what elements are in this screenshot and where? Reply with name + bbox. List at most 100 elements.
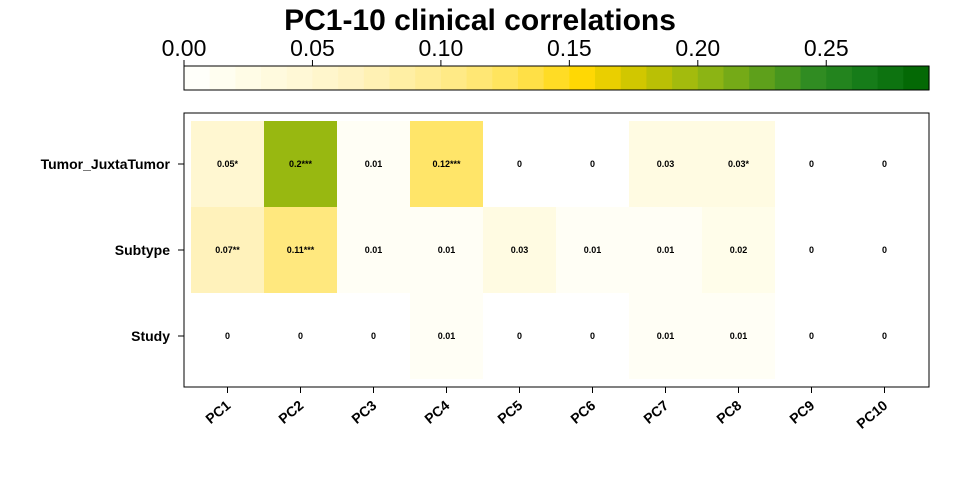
- cell-value-label: 0.02: [730, 245, 748, 255]
- colorbar-segment: [184, 66, 211, 90]
- colorbar-segment: [261, 66, 288, 90]
- colorbar-segment: [338, 66, 365, 90]
- heatmap-cell: [264, 207, 337, 293]
- colorbar-tick-label: 0.25: [804, 35, 849, 61]
- colorbar-tick-label: 0.10: [419, 35, 464, 61]
- cell-value-label: 0.01: [365, 159, 383, 169]
- cell-value-label: 0: [882, 331, 887, 341]
- heatmap-cell: [191, 121, 264, 207]
- cell-value-label: 0.03*: [728, 159, 750, 169]
- colorbar-tick-label: 0.05: [290, 35, 335, 61]
- cell-value-label: 0.01: [657, 331, 675, 341]
- colorbar-segment: [595, 66, 622, 90]
- cell-value-label: 0: [809, 159, 814, 169]
- cell-value-label: 0: [225, 331, 230, 341]
- heatmap-cell: [337, 207, 410, 293]
- colorbar-segment: [415, 66, 442, 90]
- colorbar: 0.00 0.05 0.10 0.15 0.20 0.25: [162, 35, 930, 91]
- colorbar-segment: [826, 66, 853, 90]
- cell-value-label: 0: [809, 331, 814, 341]
- colorbar-segment: [903, 66, 930, 90]
- cell-value-label: 0.12***: [432, 159, 461, 169]
- colorbar-segment: [646, 66, 673, 90]
- colorbar-segment: [774, 66, 802, 90]
- heatmap-cell: [629, 207, 702, 293]
- column-label: PC7: [640, 397, 671, 427]
- cell-value-label: 0.11***: [287, 245, 315, 255]
- colorbar-segment: [492, 66, 519, 90]
- heatmap-cell: [191, 207, 264, 293]
- heatmap-cell: [629, 121, 702, 207]
- cell-value-label: 0.2***: [289, 159, 313, 169]
- heatmap-cell: [264, 121, 337, 207]
- column-label: PC5: [494, 397, 525, 427]
- cell-value-label: 0: [517, 331, 522, 341]
- column-label: PC9: [786, 397, 817, 427]
- colorbar-segment: [389, 66, 416, 90]
- colorbar-segment: [312, 66, 339, 90]
- cell-value-label: 0: [517, 159, 522, 169]
- column-label: PC1: [202, 397, 233, 427]
- colorbar-segment: [517, 66, 545, 90]
- heatmap: 0.05* 0.2*** 0.01 0.12*** 0 0 0.03 0.03* 0 0 0.07*…: [41, 112, 930, 432]
- row-label: Study: [131, 328, 170, 344]
- cell-value-label: 0.03: [511, 245, 529, 255]
- colorbar-tick-label: 0.15: [547, 35, 592, 61]
- colorbar-tick-label: 0.20: [675, 35, 720, 61]
- colorbar-segment: [543, 66, 570, 90]
- cell-value-label: 0.01: [438, 245, 456, 255]
- column-label: PC8: [713, 397, 744, 427]
- column-label: PC10: [853, 397, 890, 432]
- row-label: Tumor_JuxtaTumor: [41, 156, 171, 172]
- heatmap-cell: [410, 121, 483, 207]
- cell-value-label: 0.03: [657, 159, 675, 169]
- colorbar-segment: [209, 66, 236, 90]
- colorbar-segment: [286, 66, 314, 90]
- column-label: PC2: [275, 397, 306, 427]
- cell-value-label: 0: [882, 159, 887, 169]
- heatmap-cell: [483, 207, 556, 293]
- colorbar-segment: [851, 66, 879, 90]
- colorbar-segment: [620, 66, 648, 90]
- column-label: PC4: [421, 397, 452, 427]
- colorbar-segment: [800, 66, 827, 90]
- row-label: Subtype: [115, 242, 170, 258]
- heatmap-cell: [702, 293, 775, 379]
- cell-value-label: 0.07**: [215, 245, 240, 255]
- cell-value-label: 0: [882, 245, 887, 255]
- heatmap-cell: [410, 293, 483, 379]
- heatmap-cell: [410, 207, 483, 293]
- cell-value-label: 0.01: [438, 331, 456, 341]
- cell-value-label: 0.01: [365, 245, 383, 255]
- colorbar-segment: [723, 66, 750, 90]
- cell-value-label: 0.01: [730, 331, 748, 341]
- column-label: PC6: [567, 397, 598, 427]
- colorbar-tick-label: 0.00: [162, 35, 207, 61]
- heatmap-cell: [629, 293, 702, 379]
- cell-value-label: 0: [590, 159, 595, 169]
- cell-value-label: 0.01: [657, 245, 675, 255]
- cell-value-label: 0: [809, 245, 814, 255]
- colorbar-segment: [363, 66, 391, 90]
- column-label: PC3: [348, 397, 379, 427]
- colorbar-frame: [183, 65, 930, 91]
- colorbar-segment: [235, 66, 262, 90]
- cell-value-label: 0: [371, 331, 376, 341]
- chart-title: PC1-10 clinical correlations: [284, 4, 676, 37]
- cell-value-label: 0: [590, 331, 595, 341]
- colorbar-segment: [877, 66, 904, 90]
- heatmap-cell: [702, 207, 775, 293]
- cell-value-label: 0: [298, 331, 303, 341]
- colorbar-segment: [672, 66, 699, 90]
- heatmap-cell: [702, 121, 775, 207]
- colorbar-segment: [569, 66, 596, 90]
- heatmap-cell: [556, 207, 629, 293]
- cell-value-label: 0.01: [584, 245, 602, 255]
- cell-value-label: 0.05*: [217, 159, 239, 169]
- colorbar-segment: [697, 66, 725, 90]
- colorbar-segment: [749, 66, 776, 90]
- colorbar-segment: [440, 66, 468, 90]
- heatmap-cell: [337, 121, 410, 207]
- colorbar-segment: [466, 66, 493, 90]
